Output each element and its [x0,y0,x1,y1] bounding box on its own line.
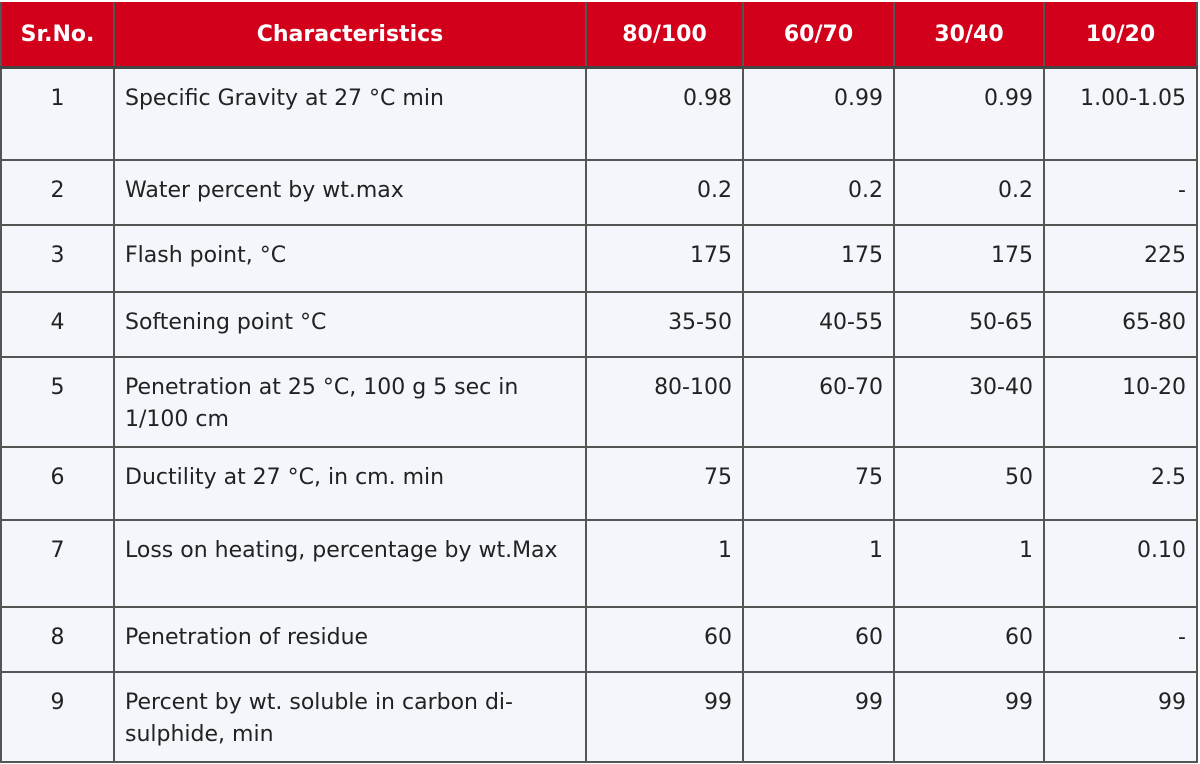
characteristic-cell: Loss on heating, percentage by wt.Max [113,518,587,608]
header-cell: 60/70 [742,2,895,69]
value-cell: 0.10 [1043,518,1198,608]
serial-cell: 3 [0,223,115,293]
value-cell: 60 [585,605,744,673]
header-cell: 30/40 [893,2,1045,69]
value-cell: 50 [893,445,1045,521]
serial-cell: 5 [0,355,115,448]
value-cell: 99 [1043,670,1198,763]
value-cell: 225 [1043,223,1198,293]
serial-cell: 1 [0,66,115,161]
table-row: 1 Specific Gravity at 27 °C min 0.98 0.99 0.… [0,66,1198,161]
value-cell: 75 [742,445,895,521]
table-body: 1 Specific Gravity at 27 °C min 0.98 0.99 0.… [0,66,1198,763]
serial-cell: 7 [0,518,115,608]
serial-cell: 8 [0,605,115,673]
characteristic-cell: Softening point °C [113,290,587,358]
value-cell: 175 [742,223,895,293]
value-cell: 80-100 [585,355,744,448]
table-row: 9 Percent by wt. soluble in carbon di- su… [0,670,1198,763]
serial-cell: 6 [0,445,115,521]
characteristic-cell: Ductility at 27 °C, in cm. min [113,445,587,521]
header-cell: 80/100 [585,2,744,69]
value-cell: 99 [742,670,895,763]
characteristic-cell: Percent by wt. soluble in carbon di- sul… [113,670,587,763]
header-cell: 10/20 [1043,2,1198,69]
header-cell: Sr.No. [0,2,115,69]
table-row: 7 Loss on heating, percentage by wt.Max 1 1… [0,518,1198,608]
serial-cell: 2 [0,158,115,226]
table-row: 2 Water percent by wt.max 0.2 0.2 0.2- [0,158,1198,226]
value-cell: 0.98 [585,66,744,161]
value-cell: 60 [893,605,1045,673]
serial-cell: 9 [0,670,115,763]
value-cell: 1.00-1.05 [1043,66,1198,161]
value-cell: 75 [585,445,744,521]
value-cell: 0.99 [893,66,1045,161]
value-cell: - [1043,158,1198,226]
value-cell: 99 [585,670,744,763]
header-cell: Characteristics [113,2,587,69]
value-cell: 1 [893,518,1045,608]
value-cell: 2.5 [1043,445,1198,521]
value-cell: - [1043,605,1198,673]
value-cell: 0.2 [893,158,1045,226]
value-cell: 60-70 [742,355,895,448]
characteristic-cell: Flash point, °C [113,223,587,293]
characteristic-cell: Penetration of residue [113,605,587,673]
value-cell: 175 [585,223,744,293]
table-row: 6 Ductility at 27 °C, in cm. min 75 75 50 2.5 [0,445,1198,521]
value-cell: 50-65 [893,290,1045,358]
value-cell: 175 [893,223,1045,293]
value-cell: 0.2 [742,158,895,226]
serial-cell: 4 [0,290,115,358]
table-row: 3 Flash point, °C 175 175 175 225 [0,223,1198,293]
characteristic-cell: Specific Gravity at 27 °C min [113,66,587,161]
header-row: Sr.No. Characteristics 80/100 60/70 30/40 10/… [0,2,1198,69]
value-cell: 1 [585,518,744,608]
value-cell: 0.2 [585,158,744,226]
value-cell: 99 [893,670,1045,763]
characteristic-cell: Water percent by wt.max [113,158,587,226]
characteristic-cell: Penetration at 25 °C, 100 g 5 sec in 1/1… [113,355,587,448]
value-cell: 1 [742,518,895,608]
value-cell: 40-55 [742,290,895,358]
table-row: 4 Softening point °C 35-50 40-55 50-65 65-80 [0,290,1198,358]
value-cell: 35-50 [585,290,744,358]
table-row: 8 Penetration of residue 60 60 60- [0,605,1198,673]
value-cell: 30-40 [893,355,1045,448]
table-row: 5 Penetration at 25 °C, 100 g 5 sec in 1/… [0,355,1198,448]
value-cell: 65-80 [1043,290,1198,358]
value-cell: 10-20 [1043,355,1198,448]
value-cell: 0.99 [742,66,895,161]
value-cell: 60 [742,605,895,673]
